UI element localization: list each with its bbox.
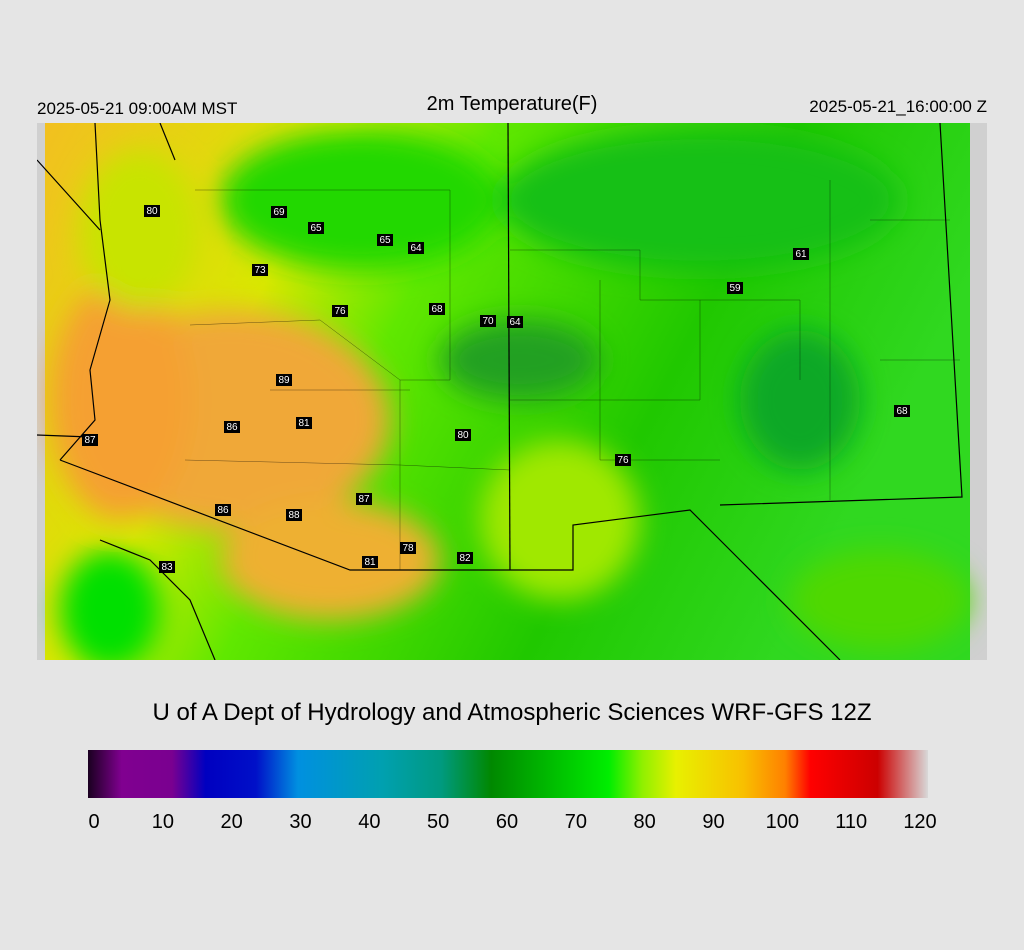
colorbar	[88, 750, 928, 798]
station-box	[457, 552, 473, 564]
valid-time-utc: 2025-05-21_16:00:00 Z	[809, 97, 987, 116]
colorbar-tick-label: 120	[903, 811, 936, 833]
station-value: 69	[273, 207, 285, 218]
station-box	[400, 542, 416, 554]
station-labels: 80 69 65 65 64 73 76 68 70 64 61 59 89 86 81 80 87 76 68 87…	[82, 205, 910, 573]
station-value: 86	[226, 422, 238, 433]
station-box	[215, 504, 231, 516]
colorbar-tick-label: 30	[289, 811, 311, 833]
model-credit: U of A Dept of Hydrology and Atmospheric…	[153, 699, 872, 726]
station-value: 82	[459, 553, 471, 564]
station-box	[727, 282, 743, 294]
station-box	[356, 493, 372, 505]
station-value: 64	[509, 317, 521, 328]
colorbar-tick-label: 90	[702, 811, 724, 833]
colorbar-ticks: 0 10 20 30 40 50 60 70 80 90 100 110 120	[88, 811, 936, 833]
station-box	[82, 434, 98, 446]
station-box	[276, 374, 292, 386]
station-box	[615, 454, 631, 466]
station-value: 61	[795, 249, 807, 260]
station-value: 89	[278, 375, 290, 386]
station-box	[159, 561, 175, 573]
colorbar-tick-label: 50	[427, 811, 449, 833]
colorbar-tick-label: 100	[766, 811, 799, 833]
map-title: 2m Temperature(F)	[427, 93, 598, 115]
station-value: 59	[729, 283, 741, 294]
station-value: 83	[161, 562, 173, 573]
station-box	[377, 234, 393, 246]
colorbar-tick-label: 80	[634, 811, 656, 833]
station-value: 64	[410, 243, 422, 254]
station-box	[332, 305, 348, 317]
station-box	[480, 315, 496, 327]
station-box	[271, 206, 287, 218]
station-value: 70	[482, 316, 494, 327]
colorbar-tick-label: 110	[835, 811, 867, 833]
station-box	[793, 248, 809, 260]
colorbar-tick-label: 70	[565, 811, 587, 833]
colorbar-tick-label: 40	[358, 811, 380, 833]
station-box	[296, 417, 312, 429]
colorbar-tick-label: 10	[152, 811, 174, 833]
station-box	[894, 405, 910, 417]
station-value: 78	[402, 543, 414, 554]
station-value: 88	[288, 510, 300, 521]
station-value: 68	[431, 304, 443, 315]
station-box	[252, 264, 268, 276]
station-box	[362, 556, 378, 568]
station-box	[286, 509, 302, 521]
station-value: 76	[334, 306, 346, 317]
station-value: 73	[254, 265, 266, 276]
station-box	[507, 316, 523, 328]
station-box	[144, 205, 160, 217]
station-box	[429, 303, 445, 315]
station-value: 81	[298, 418, 310, 429]
station-box	[408, 242, 424, 254]
station-value: 81	[364, 557, 376, 568]
station-value: 65	[310, 223, 322, 234]
station-value: 86	[217, 505, 229, 516]
station-value: 80	[457, 430, 469, 441]
valid-time-local: 2025-05-21 09:00AM MST	[37, 99, 237, 118]
colorbar-tick-label: 60	[496, 811, 518, 833]
station-box	[455, 429, 471, 441]
colorbar-tick-label: 20	[221, 811, 243, 833]
station-value: 87	[358, 494, 370, 505]
temperature-field	[37, 123, 987, 660]
station-value: 76	[617, 455, 629, 466]
station-value: 65	[379, 235, 391, 246]
station-value: 68	[896, 406, 908, 417]
colorbar-tick-label: 0	[88, 811, 99, 833]
station-box	[224, 421, 240, 433]
station-value: 80	[146, 206, 158, 217]
station-value: 87	[84, 435, 96, 446]
station-box	[308, 222, 324, 234]
